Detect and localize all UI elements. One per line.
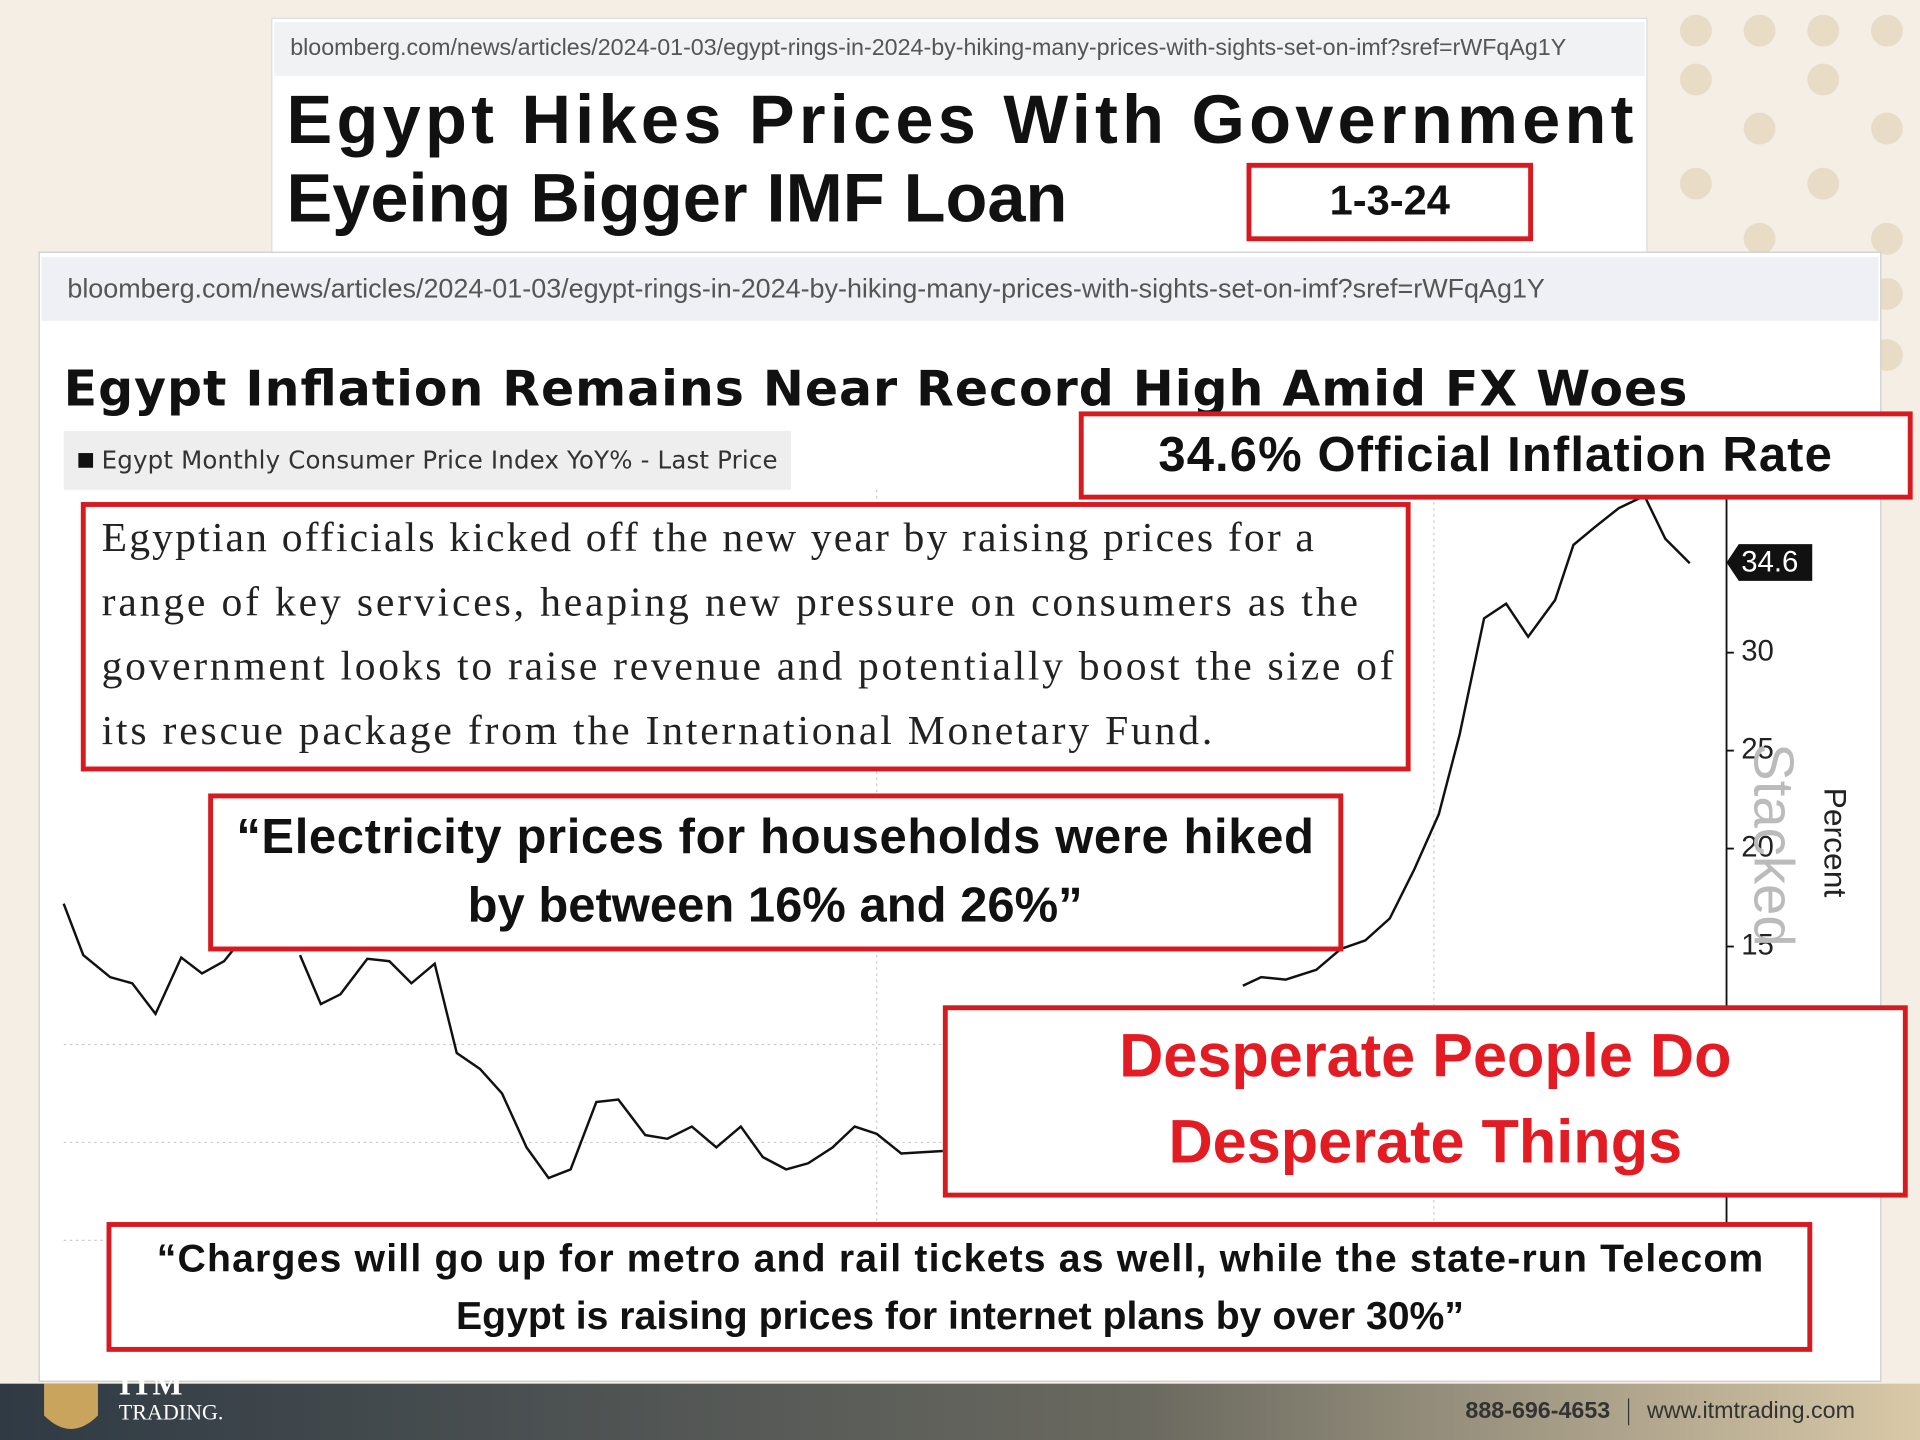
headline: Egypt Hikes Prices With Government — [287, 81, 1634, 158]
legend-box — [63, 431, 792, 490]
url-bar — [41, 257, 1879, 321]
logo: ITM — [119, 1367, 183, 1402]
url-bar — [274, 22, 1645, 76]
decor-pattern — [1680, 14, 1903, 372]
logo-mark — [44, 1383, 98, 1429]
quote-line: “Electricity prices for households were … — [236, 810, 1314, 864]
watermark: Stacked — [1743, 743, 1806, 946]
footer-bar — [0, 1383, 1920, 1440]
desperate-box — [942, 1005, 1908, 1198]
quote-line: Egypt is raising prices for internet pla… — [456, 1295, 1464, 1338]
excerpt-box — [80, 502, 1411, 772]
date-box — [1246, 162, 1534, 242]
excerpt-line: range of key services, heaping new press… — [102, 580, 1358, 626]
y-tick-label: 30 — [1741, 634, 1774, 667]
excerpt-line: its rescue package from the Internationa… — [102, 708, 1213, 754]
last-price-tag — [1726, 544, 1813, 581]
url: bloomberg.com/news/articles/2024-01-03/e… — [67, 273, 1545, 303]
headline: Eyeing Bigger IMF Loan — [287, 159, 1068, 236]
chart-title: Egypt Inflation Remains Near Record High… — [64, 360, 1688, 417]
legend-swatch — [78, 453, 94, 468]
rate-box — [1078, 411, 1913, 500]
y-axis-label: Percent — [1818, 788, 1854, 898]
y-tick-label: 20 — [1741, 830, 1774, 863]
charges-box — [106, 1222, 1813, 1352]
desperate-line: Desperate Things — [1168, 1107, 1682, 1175]
logo-sub: TRADING. — [119, 1399, 224, 1424]
quote-line: “Charges will go up for metro and rail t… — [157, 1238, 1764, 1281]
last-price-label: 34.6 — [1741, 546, 1798, 579]
cpi-line — [62, 494, 1691, 1180]
axis-labels: 15 20 25 30 34.6 — [1726, 544, 1813, 961]
date: 1-3-24 — [1330, 176, 1450, 223]
legend-label: Egypt Monthly Consumer Price Index YoY% … — [102, 446, 778, 475]
y-tick-label: 15 — [1741, 928, 1774, 961]
url: bloomberg.com/news/articles/2024-01-03/e… — [290, 34, 1566, 60]
rate-text: 34.6% Official Inflation Rate — [1158, 428, 1831, 482]
electricity-box — [208, 793, 1344, 952]
desperate-line: Desperate People Do — [1119, 1022, 1731, 1090]
excerpt-line: government looks to raise revenue and po… — [102, 643, 1394, 689]
website[interactable]: www.itmtrading.com — [1646, 1397, 1855, 1423]
phone[interactable]: 888-696-4653 — [1465, 1397, 1610, 1423]
quote-line: by between 16% and 26%” — [468, 879, 1083, 933]
y-tick-label: 25 — [1741, 732, 1774, 765]
